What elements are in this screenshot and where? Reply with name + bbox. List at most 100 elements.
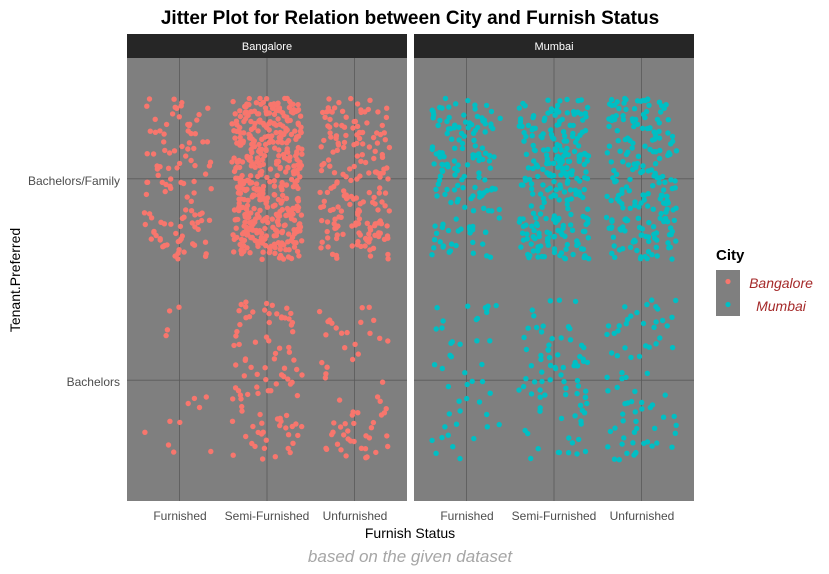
- data-point: [612, 254, 618, 261]
- data-point: [267, 166, 274, 172]
- data-point: [257, 95, 263, 102]
- data-point: [432, 223, 438, 229]
- data-point: [192, 162, 198, 169]
- data-point: [322, 114, 328, 121]
- data-point: [584, 359, 591, 366]
- data-point: [165, 165, 172, 171]
- data-point: [616, 457, 622, 463]
- chart-caption: based on the given dataset: [308, 547, 513, 566]
- data-point: [262, 307, 268, 313]
- data-point: [260, 99, 266, 106]
- data-point: [442, 95, 449, 102]
- data-point: [538, 352, 544, 359]
- data-point: [516, 387, 522, 393]
- data-point: [668, 231, 674, 238]
- data-point: [354, 153, 361, 159]
- data-point: [259, 420, 265, 426]
- data-point: [564, 145, 570, 152]
- data-point: [176, 160, 183, 167]
- data-point: [244, 202, 251, 209]
- data-point: [168, 185, 174, 191]
- data-point: [444, 186, 450, 193]
- data-point: [434, 305, 440, 311]
- data-point: [565, 450, 572, 456]
- data-point: [605, 388, 611, 394]
- data-point: [548, 173, 555, 179]
- data-point: [144, 103, 150, 109]
- data-point: [179, 143, 185, 150]
- data-point: [252, 120, 258, 127]
- data-point: [484, 424, 490, 430]
- data-point: [604, 150, 610, 156]
- data-point: [243, 315, 249, 321]
- data-point: [231, 236, 237, 243]
- data-point: [564, 110, 570, 116]
- data-point: [243, 299, 249, 305]
- data-point: [166, 308, 173, 314]
- data-point: [551, 178, 557, 185]
- data-point: [472, 106, 478, 112]
- data-point: [278, 372, 285, 378]
- data-point: [357, 232, 363, 238]
- data-point: [254, 186, 261, 193]
- data-point: [261, 445, 268, 451]
- data-point: [608, 96, 615, 103]
- data-point: [288, 176, 295, 183]
- data-point: [322, 375, 329, 381]
- data-point: [632, 199, 638, 205]
- data-point: [582, 448, 589, 455]
- data-point: [572, 359, 578, 366]
- data-point: [343, 114, 349, 120]
- data-point: [560, 129, 567, 135]
- data-point: [448, 354, 454, 360]
- data-point: [603, 214, 610, 221]
- data-point: [547, 298, 553, 304]
- data-point: [650, 183, 656, 189]
- data-point: [274, 219, 281, 225]
- data-point: [266, 310, 272, 317]
- data-point: [476, 399, 483, 405]
- data-point: [295, 185, 301, 192]
- data-point: [563, 385, 569, 391]
- data-point: [241, 237, 248, 244]
- data-point: [567, 122, 573, 128]
- data-point: [285, 231, 292, 237]
- data-point: [254, 230, 260, 236]
- data-point: [278, 135, 284, 141]
- data-point: [665, 152, 671, 158]
- data-point: [523, 376, 529, 382]
- data-point: [657, 147, 663, 154]
- data-point: [492, 186, 498, 192]
- data-point: [294, 248, 301, 255]
- data-point: [555, 164, 561, 170]
- data-point: [386, 144, 393, 151]
- data-point: [375, 109, 381, 115]
- data-point: [291, 171, 297, 177]
- data-point: [234, 328, 240, 335]
- data-point: [607, 428, 614, 435]
- data-point: [286, 247, 292, 253]
- data-point: [547, 185, 553, 191]
- data-point: [285, 432, 292, 438]
- data-point: [481, 117, 488, 123]
- data-point: [236, 164, 243, 171]
- data-point: [186, 140, 193, 146]
- data-point: [609, 350, 615, 356]
- data-point: [470, 250, 476, 256]
- data-point: [376, 230, 382, 236]
- data-point: [323, 446, 330, 452]
- data-point: [480, 241, 486, 247]
- data-point: [291, 163, 297, 169]
- data-point: [516, 105, 523, 111]
- legend-label-mumbai: Mumbai: [756, 298, 807, 314]
- data-point: [250, 161, 256, 168]
- x-tick-label-unfurnished-mumbai: Unfurnished: [610, 509, 675, 523]
- data-point: [461, 133, 467, 139]
- data-point: [174, 165, 180, 171]
- data-point: [531, 379, 538, 385]
- data-point: [248, 364, 254, 370]
- data-point: [384, 433, 390, 439]
- data-point: [269, 105, 276, 112]
- data-point: [244, 177, 251, 183]
